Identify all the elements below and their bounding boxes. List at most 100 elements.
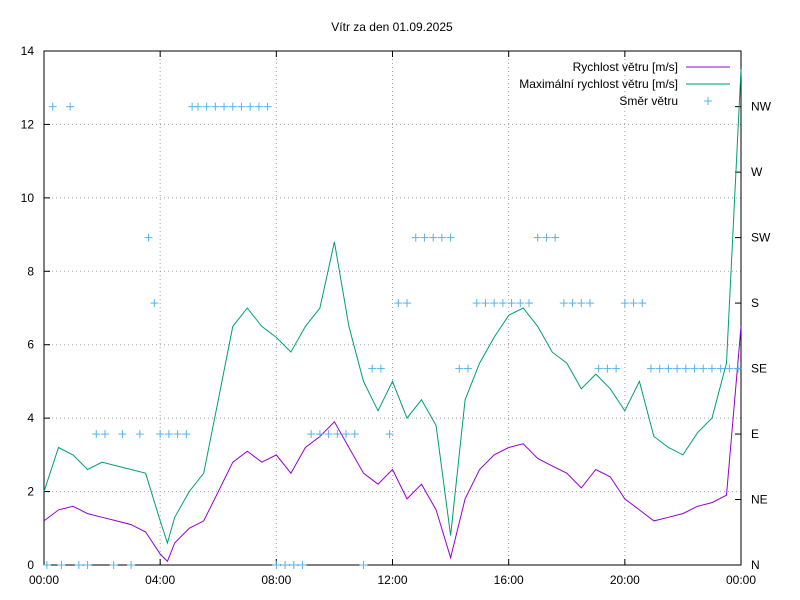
direction-point bbox=[368, 364, 377, 373]
direction-point bbox=[272, 561, 281, 569]
direction-point bbox=[725, 364, 734, 373]
direction-point bbox=[359, 561, 368, 569]
direction-point bbox=[324, 430, 333, 439]
direction-point bbox=[385, 430, 394, 439]
direction-point bbox=[594, 364, 603, 373]
direction-point bbox=[135, 430, 144, 439]
direction-point bbox=[481, 299, 490, 308]
x-tick-label: 16:00 bbox=[494, 573, 524, 587]
direction-point bbox=[333, 430, 342, 439]
direction-point bbox=[437, 233, 446, 242]
y-tick-label: 2 bbox=[27, 485, 34, 499]
y2-axis: N NE E SE S SW W NW bbox=[735, 100, 772, 572]
direction-point bbox=[83, 561, 92, 569]
direction-point bbox=[127, 561, 136, 569]
y-tick-label: 6 bbox=[27, 338, 34, 352]
direction-point bbox=[394, 299, 403, 308]
direction-point bbox=[307, 430, 316, 439]
direction-point bbox=[246, 102, 255, 111]
direction-point bbox=[298, 561, 307, 569]
direction-point bbox=[376, 364, 385, 373]
direction-point bbox=[585, 299, 594, 308]
y-tick-label: 14 bbox=[21, 44, 35, 58]
direction-point bbox=[263, 102, 272, 111]
direction-point bbox=[100, 430, 109, 439]
legend-marker bbox=[704, 97, 712, 105]
y-tick-label: 8 bbox=[27, 264, 34, 278]
y2-tick-label: SW bbox=[751, 231, 771, 245]
direction-point bbox=[150, 299, 159, 308]
x-tick-label: 00:00 bbox=[726, 573, 756, 587]
direction-point bbox=[734, 364, 743, 373]
direction-point bbox=[420, 233, 429, 242]
y-tick-label: 10 bbox=[21, 191, 35, 205]
direction-point bbox=[559, 299, 568, 308]
direction-point bbox=[429, 233, 438, 242]
direction-point bbox=[577, 299, 586, 308]
chart-title: Vítr za den 01.09.2025 bbox=[331, 20, 453, 34]
direction-point bbox=[411, 233, 420, 242]
direction-point bbox=[109, 561, 118, 569]
direction-point bbox=[182, 430, 191, 439]
direction-point bbox=[254, 102, 263, 111]
direction-point bbox=[655, 364, 664, 373]
direction-point bbox=[118, 430, 127, 439]
direction-point bbox=[490, 299, 499, 308]
direction-point bbox=[66, 102, 75, 111]
direction-point bbox=[707, 364, 716, 373]
direction-point bbox=[74, 561, 83, 569]
direction-point bbox=[42, 561, 51, 569]
direction-point bbox=[193, 102, 202, 111]
direction-point bbox=[690, 364, 699, 373]
y2-tick-label: E bbox=[751, 427, 759, 441]
direction-point bbox=[716, 364, 725, 373]
direction-point bbox=[673, 364, 682, 373]
direction-point bbox=[507, 299, 516, 308]
direction-point bbox=[57, 561, 66, 569]
x-tick-label: 08:00 bbox=[261, 573, 291, 587]
x-axis: 00:00 04:00 08:00 12:00 16:00 20:00 00:00 bbox=[29, 51, 756, 587]
direction-point bbox=[681, 364, 690, 373]
series-line-1 bbox=[43, 69, 742, 545]
direction-point bbox=[464, 364, 473, 373]
direction-point bbox=[350, 430, 359, 439]
direction-point bbox=[228, 102, 237, 111]
legend-label: Maximální rychlost větru [m/s] bbox=[519, 77, 678, 91]
direction-point bbox=[173, 430, 182, 439]
direction-point bbox=[568, 299, 577, 308]
direction-point bbox=[699, 364, 708, 373]
x-tick-label: 12:00 bbox=[377, 573, 407, 587]
direction-point bbox=[603, 364, 612, 373]
direction-point bbox=[638, 299, 647, 308]
grid bbox=[44, 51, 741, 565]
direction-point bbox=[289, 561, 298, 569]
y2-tick-label: NE bbox=[751, 493, 768, 507]
direction-point bbox=[156, 430, 165, 439]
x-tick-label: 04:00 bbox=[145, 573, 175, 587]
direction-point bbox=[403, 299, 412, 308]
direction-point bbox=[612, 364, 621, 373]
direction-point bbox=[498, 299, 507, 308]
y-tick-label: 12 bbox=[21, 117, 35, 131]
direction-point bbox=[220, 102, 229, 111]
y2-tick-label: SE bbox=[751, 362, 767, 376]
direction-point bbox=[92, 430, 101, 439]
direction-point bbox=[629, 299, 638, 308]
direction-point bbox=[202, 102, 211, 111]
direction-point bbox=[48, 102, 57, 111]
y-tick-label: 4 bbox=[27, 411, 34, 425]
x-tick-label: 20:00 bbox=[610, 573, 640, 587]
y-axis: 0 2 4 6 8 10 12 14 bbox=[21, 44, 50, 572]
direction-point bbox=[455, 364, 464, 373]
x-tick-label: 00:00 bbox=[29, 573, 59, 587]
direction-point bbox=[542, 233, 551, 242]
direction-point bbox=[144, 233, 153, 242]
direction-point bbox=[281, 561, 290, 569]
y2-tick-label: W bbox=[751, 165, 763, 179]
direction-point bbox=[516, 299, 525, 308]
direction-point bbox=[472, 299, 481, 308]
series-group bbox=[42, 69, 743, 569]
direction-point bbox=[164, 430, 173, 439]
direction-point bbox=[342, 430, 351, 439]
